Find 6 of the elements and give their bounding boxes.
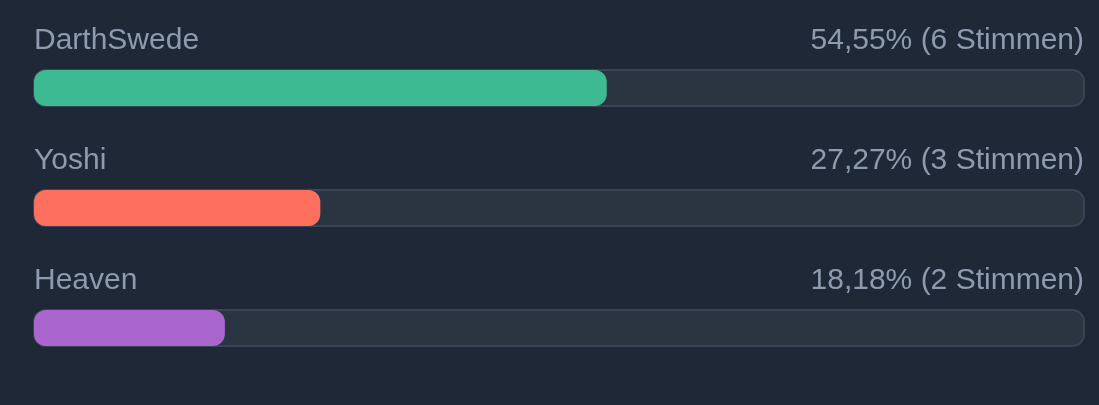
data-label: 54,55% (6 Stimmen) (810, 22, 1084, 55)
y-tick-label: Heaven (34, 262, 138, 295)
data-label: 18,18% (2 Stimmen) (810, 262, 1084, 295)
y-tick-label: Yoshi (34, 142, 107, 175)
y-tick-label: DarthSwede (34, 22, 200, 55)
data-label: 27,27% (3 Stimmen) (810, 142, 1084, 175)
